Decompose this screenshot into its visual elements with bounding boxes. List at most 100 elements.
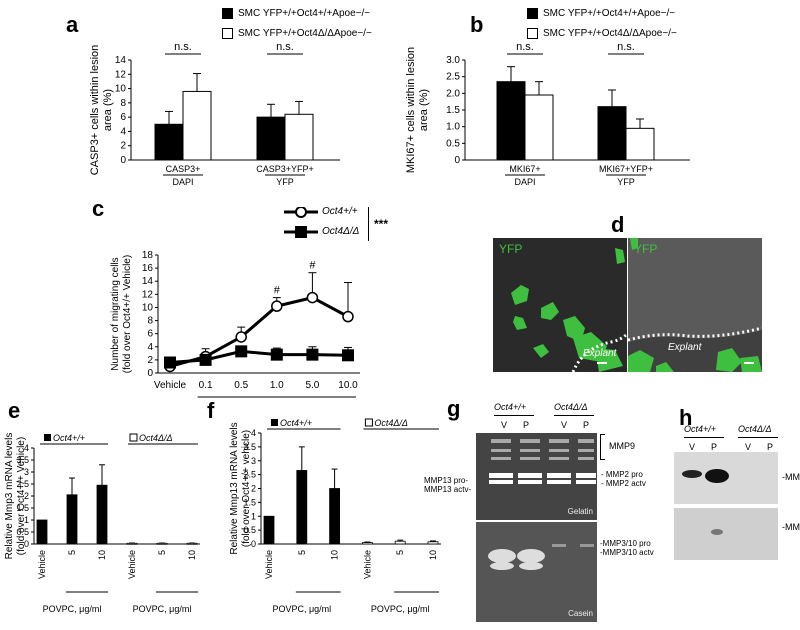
chart-b-category-top: MKI67+ [509, 164, 540, 174]
chart-b-y-tick-label: 3.0 [446, 55, 460, 66]
chart-a-y-tick-label: 0 [120, 155, 126, 166]
chart-e-legend-swatch-wt [44, 434, 51, 441]
chart-f-legend-ko: Oct4Δ/Δ [374, 418, 408, 428]
chart-f-bar [394, 540, 406, 545]
chart-a-y-tick-label: 8 [120, 98, 126, 109]
legend-c: Oct4+/+ Oct4Δ/Δ *** [282, 206, 392, 241]
chart-b-ns-label: n.s. [516, 41, 534, 53]
chart-c-y-tick-label: 4 [147, 342, 153, 353]
chart-c-y-tick-label: 6 [147, 329, 153, 340]
gel-header: Oct4+/+ Oct4Δ/Δ V P V P [488, 402, 608, 438]
chart-a-y-tick-label: 2 [120, 141, 126, 152]
chart-c: 024681012141618Vehicle0.10.51.05.010.0PO… [110, 250, 360, 398]
chart-f-y-tick-label: 1 [251, 511, 256, 521]
chart-e-bar [66, 494, 78, 545]
blot-lane-3: V [745, 442, 752, 452]
chart-f-x-tick-label: 5 [297, 550, 307, 555]
micro-explant-1: Explant [583, 348, 617, 359]
chart-c-x-tick-label: 1.0 [270, 380, 284, 391]
panel-label-g: g [447, 396, 461, 421]
chart-c-series-line [169, 349, 349, 365]
blot-lane-4: P [767, 442, 774, 452]
chart-a-y-tick-label: 10 [115, 84, 127, 95]
blot-mmp3 [674, 452, 778, 504]
chart-a-bar [284, 113, 314, 161]
chart-f-legend-swatch-ko [364, 418, 373, 427]
chart-b-y-tick-label: 2.5 [446, 72, 460, 83]
chart-e-x-tick-label: Vehicle [37, 550, 47, 579]
chart-f-bar [427, 541, 439, 545]
chart-e-bar [96, 484, 108, 545]
panel-label-c: c [92, 196, 105, 221]
chart-b-bar [625, 127, 655, 161]
chart-f-x-tick-label: 10 [428, 550, 438, 560]
panel-label-e: e [8, 398, 21, 423]
legend-c-stars: *** [374, 217, 389, 231]
chart-e-legend-ko: Oct4Δ/Δ [139, 433, 173, 443]
gel-lane-1: V [501, 420, 508, 430]
chart-c-y-tick-label: 12 [142, 289, 154, 300]
blot-lane-2: P [711, 442, 718, 452]
chart-c-x-tick-label: 10.0 [338, 380, 358, 391]
chart-c-x-tick-label: 5.0 [305, 380, 319, 391]
gel-mmp13-pro: MMP13 pro- [424, 476, 469, 485]
blot-label-wt: Oct4+/+ [684, 424, 717, 434]
gel-mmp2-actv: - MMP2 actv [601, 479, 646, 488]
legend-a-open: SMC YFP+/+Oct4Δ/ΔApoe−/− [222, 28, 372, 39]
chart-c-point-ko [164, 356, 176, 369]
blot-mmp13-label: -MMP13 [782, 522, 800, 532]
chart-b-category-bottom: YFP [617, 177, 635, 187]
chart-b: 0 0.5 1.0 1.5 2.0 2.5 3.0 MKI67+ cells within l… [405, 41, 690, 187]
gel-label-ko: Oct4Δ/Δ [554, 402, 588, 412]
gel-gelatin: Gelatin [476, 433, 597, 520]
chart-b-y-tick-label: 0 [454, 155, 460, 166]
chart-e-y-tick-label: 2.5 [16, 479, 29, 489]
chart-e-x-tick-label: 5 [157, 550, 167, 555]
gel-mmp310-actv: -MMP3/10 actv [600, 548, 654, 557]
chart-c-y-tick-label: 8 [147, 316, 153, 327]
chart-a-ns-label: n.s. [174, 41, 192, 53]
chart-e-bar [36, 519, 48, 545]
chart-c-hash: # [309, 260, 316, 272]
chart-e-x-label-2: POVPC, μg/ml [133, 604, 192, 614]
blot-header: Oct4+/+ Oct4Δ/Δ V P V P [684, 424, 794, 454]
chart-a-bar [256, 116, 286, 161]
blot-lane-1: V [689, 442, 696, 452]
chart-a-y-tick-label: 14 [115, 55, 127, 66]
chart-f-y-tick-label: 1.5 [243, 497, 256, 507]
chart-b-bar [597, 106, 627, 161]
chart-c-y-tick-label: 10 [142, 302, 154, 313]
chart-e-y-tick-label: 2 [24, 491, 29, 501]
blot-mmp3-label: -MMP3 [782, 472, 800, 482]
chart-e-y-tick-label: 4 [24, 443, 29, 453]
chart-f-x-tick-label: Vehicle [264, 550, 274, 579]
chart-a-bar [154, 123, 184, 161]
chart-e-y-label: Relative Mmp3 mRNA levels(fold over Oct4… [4, 433, 27, 560]
chart-f-x-tick-label: 10 [330, 550, 340, 560]
legend-c-wt: Oct4+/+ [322, 206, 358, 217]
chart-f-x-label-1: POVPC, μg/ml [272, 604, 331, 614]
chart-c-y-tick-label: 2 [147, 355, 153, 366]
blot-mmp13 [674, 508, 778, 560]
chart-e-y-tick-label: 0 [24, 539, 29, 549]
chart-b-category-bottom: DAPI [514, 177, 535, 187]
chart-a-y-tick-label: 6 [120, 112, 126, 123]
gel-mmp310-pro: -MMP3/10 pro [600, 539, 651, 548]
chart-b-y-tick-label: 2.0 [446, 88, 460, 99]
chart-c-x-tick-label: 0.5 [234, 380, 248, 391]
gel-lane-4: P [583, 420, 590, 430]
blot-label-ko: Oct4Δ/Δ [738, 424, 772, 434]
chart-b-bar [524, 94, 554, 161]
chart-f-bar [263, 515, 275, 545]
chart-b-category-top: MKI67+YFP+ [599, 164, 653, 174]
panel-label-b: b [470, 12, 484, 37]
chart-c-point-wt [342, 310, 354, 323]
chart-a-ns-label: n.s. [276, 41, 294, 53]
legend-b-open: SMC YFP+/+Oct4Δ/ΔApoe−/− [527, 28, 677, 39]
chart-a-bar [182, 90, 212, 161]
chart-b-y-tick-label: 0.5 [446, 138, 460, 149]
micro-yfp-2: YFP [634, 242, 658, 256]
chart-a-category-bottom: DAPI [172, 177, 193, 187]
